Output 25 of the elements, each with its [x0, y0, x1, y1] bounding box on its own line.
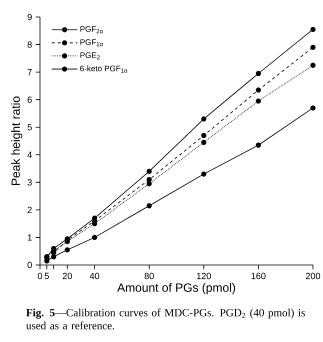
legend-label: PGE$_{2}$	[80, 52, 100, 60]
x-tick-label: 5	[44, 272, 49, 280]
x-tick-label: 120	[196, 272, 211, 280]
y-tick-label: 7	[28, 69, 32, 76]
x-axis-title: Amount of PGs (pmol)	[117, 283, 236, 294]
x-tick-label: 200	[306, 272, 320, 280]
y-tick-label: 6	[28, 96, 32, 103]
y-tick-label: 0	[28, 262, 32, 268]
x-tick-label: 40	[90, 272, 100, 280]
text: Fig. 5—Calibration curves of MDC-PGs. PGD$_{2}$ (40 pmol) is used as a reference.	[26, 308, 305, 330]
x-tick-label: 0	[38, 272, 42, 280]
y-tick-label: 5	[28, 124, 32, 130]
y-tick-label: 2	[28, 206, 32, 214]
y-tick-label: 9	[28, 14, 32, 20]
legend-label: 6-keto PGF$_{1α}$	[80, 65, 128, 73]
y-tick-label: 8	[28, 41, 32, 48]
legend-label: PGF$_{1α}$	[80, 39, 103, 46]
y-axis-title: Peak height ratio	[11, 96, 22, 186]
y-tick-label: 4	[27, 152, 32, 158]
x-tick-label: 80	[144, 272, 154, 280]
x-tick-label: 160	[252, 272, 266, 280]
y-tick-label: 1	[28, 234, 32, 241]
legend-label: PGF$_{2α}$	[80, 26, 103, 34]
x-tick-label: 20	[62, 272, 72, 280]
y-tick-label: 3	[28, 179, 32, 186]
